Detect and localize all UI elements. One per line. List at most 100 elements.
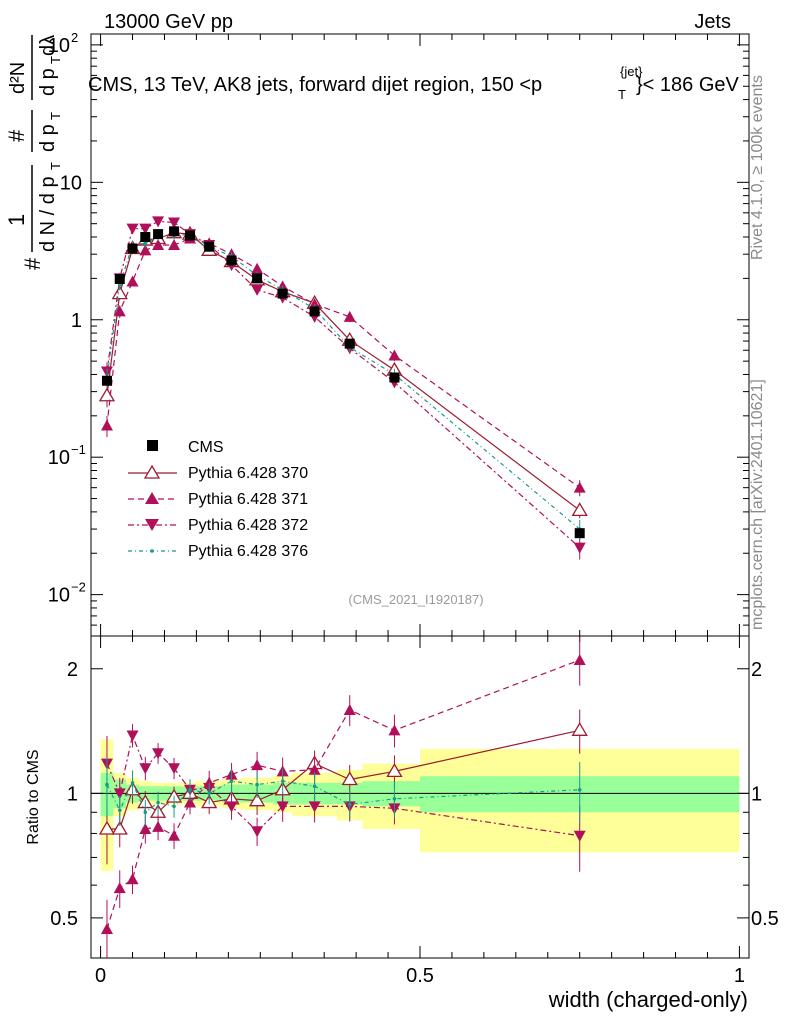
x-axis-label: width (charged-only) <box>548 987 748 1012</box>
cms-point <box>309 306 320 317</box>
data-marker <box>388 349 401 361</box>
legend-label-370: Pythia 6.428 370 <box>188 465 308 482</box>
data-marker <box>571 502 588 517</box>
cms-point <box>127 243 138 254</box>
data-marker <box>251 826 264 838</box>
data-marker <box>126 223 139 235</box>
ylabel-dp: d p <box>37 124 59 152</box>
y-tick-exponent: −2 <box>71 580 86 595</box>
title-superscript: {jet} <box>620 64 643 79</box>
cms-point <box>204 241 215 252</box>
legend-marker-370 <box>143 464 161 479</box>
data-marker <box>188 787 192 792</box>
data-marker <box>577 787 582 792</box>
data-marker <box>113 882 126 894</box>
data-marker <box>343 310 356 322</box>
legend-label-372: Pythia 6.428 372 <box>188 517 308 534</box>
ylabel-dp-2: d p <box>37 68 59 96</box>
data-marker <box>280 779 285 783</box>
ratio-y-axis-label: Ratio to CMS <box>25 749 42 844</box>
series-line <box>106 237 581 489</box>
rivet-version-label: Rivet 4.1.0, ≥ 100k events <box>749 75 766 260</box>
data-marker <box>251 262 264 274</box>
data-marker <box>126 730 139 742</box>
x-tick-label: 1 <box>734 965 745 987</box>
cms-data <box>101 226 585 539</box>
series-3 <box>105 230 582 826</box>
y-tick-label: 1 <box>71 310 82 332</box>
data-marker <box>139 763 152 775</box>
data-marker <box>184 796 197 808</box>
data-marker <box>100 923 113 935</box>
cms-point <box>153 229 164 240</box>
data-marker <box>113 788 126 800</box>
data-marker <box>152 820 165 832</box>
ratio-y-tick-label: 2 <box>67 659 78 681</box>
cms-point <box>114 273 125 284</box>
header-process: Jets <box>694 11 731 33</box>
data-marker <box>168 238 181 250</box>
data-marker <box>98 820 116 835</box>
cms-point <box>344 338 355 349</box>
data-marker <box>229 779 234 783</box>
data-marker <box>126 275 139 287</box>
ratio-y-tick-label: 0.5 <box>50 908 78 930</box>
data-marker <box>139 822 152 834</box>
title-end: }< 186 GeV <box>636 74 740 96</box>
data-marker <box>207 791 211 796</box>
data-marker <box>276 801 289 813</box>
legend-label-376: Pythia 6.428 376 <box>188 543 308 560</box>
series-1 <box>100 232 586 958</box>
data-marker <box>113 305 126 317</box>
ylabel-dp-sub-2: T <box>48 56 63 64</box>
legend-marker-cms <box>147 440 158 451</box>
cms-point <box>252 273 263 284</box>
data-marker <box>117 808 122 813</box>
svg-text:CMS, 13 TeV, AK8 jets, forward: CMS, 13 TeV, AK8 jets, forward dijet reg… <box>88 74 542 96</box>
series-layer <box>98 216 588 958</box>
series-line <box>106 232 581 511</box>
cms-point <box>389 372 400 383</box>
data-marker <box>152 216 165 228</box>
chart-title: CMS, 13 TeV, AK8 jets, forward dijet reg… <box>88 64 740 102</box>
cms-point <box>140 232 151 243</box>
y-tick-exponent: 2 <box>71 30 78 45</box>
ylabel-hash2: # <box>4 129 29 142</box>
data-marker <box>139 223 152 235</box>
data-marker <box>343 703 356 715</box>
ratio-y-tick-label-right: 0.5 <box>751 908 779 930</box>
header-energy: 13000 GeV pp <box>104 11 233 33</box>
data-marker <box>347 802 352 807</box>
cms-point <box>574 528 585 539</box>
source-label: mcplots.cern.ch [arXiv:2401.10621] <box>749 379 766 630</box>
data-marker <box>308 763 321 775</box>
data-marker <box>126 873 139 885</box>
y-tick-label: 10 <box>60 172 82 194</box>
cms-point <box>277 288 288 299</box>
data-marker <box>111 820 128 835</box>
main-y-axis-label: # 1 d N / d p T # d p T d²N d p T dλ <box>4 35 63 270</box>
data-marker <box>312 784 317 789</box>
data-marker <box>341 771 358 786</box>
legend: CMS Pythia 6.428 370 Pythia 6.428 371 Py… <box>128 439 308 560</box>
ylabel-d2n: d²N <box>7 62 29 94</box>
data-marker <box>248 792 266 807</box>
data-marker <box>152 238 165 250</box>
legend-marker-376 <box>150 549 154 553</box>
legend-marker-372 <box>145 519 159 531</box>
legend-marker-371 <box>145 492 159 504</box>
data-marker <box>573 830 586 842</box>
ylabel-dlambda: dλ <box>37 35 59 56</box>
data-marker <box>172 804 176 809</box>
data-marker <box>388 724 401 736</box>
ylabel-one: 1 <box>4 214 29 226</box>
x-tick-label: 0.5 <box>406 965 434 987</box>
data-marker <box>168 829 181 841</box>
data-marker <box>571 722 588 736</box>
data-marker <box>573 542 586 554</box>
data-marker <box>386 763 403 778</box>
y-tick-exponent: −1 <box>71 442 86 457</box>
data-marker <box>573 653 586 665</box>
